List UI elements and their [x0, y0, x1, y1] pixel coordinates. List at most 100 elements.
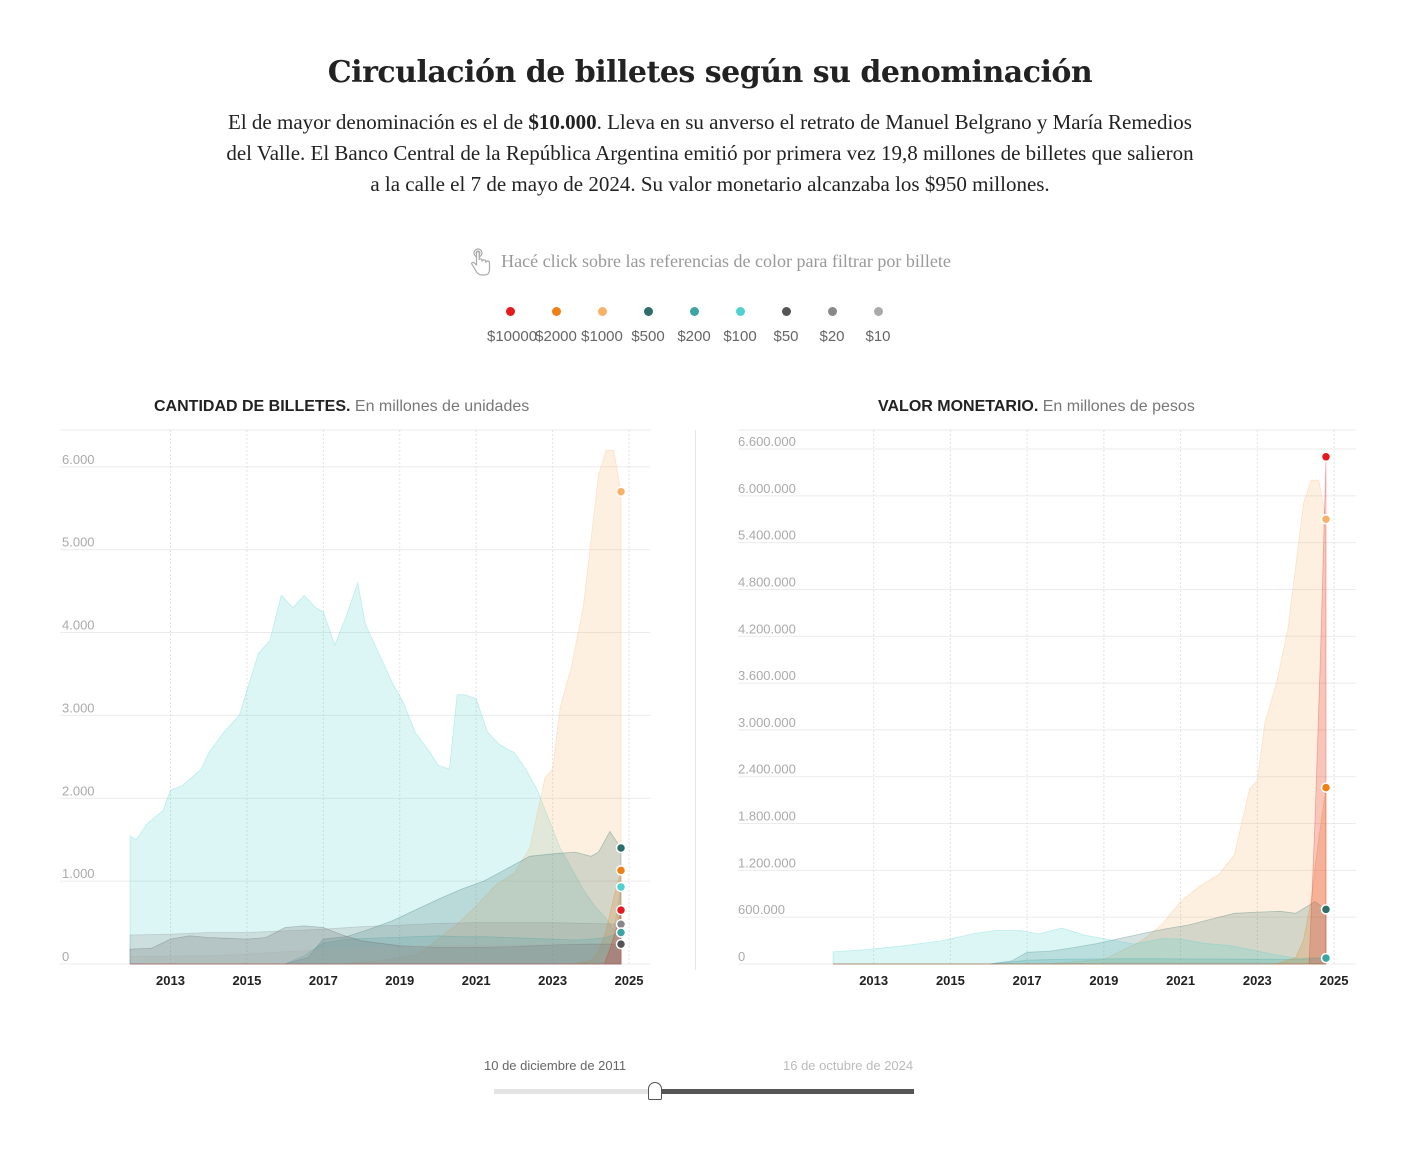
area-series-50[interactable]	[129, 925, 622, 965]
end-marker-100[interactable]	[615, 881, 627, 893]
x-tick-label: 2013	[859, 973, 888, 988]
x-tick-label: 2019	[385, 973, 414, 988]
intro-text-bold: $10.000	[528, 110, 597, 134]
chart-title-valor: VALOR MONETARIO. En millones de pesos	[878, 398, 1195, 416]
y-tick-label: 4.000	[62, 618, 95, 633]
end-marker-10000[interactable]	[615, 904, 627, 916]
legend-item-200[interactable]: $200	[671, 303, 717, 345]
y-tick-label: 3.600.000	[738, 668, 796, 683]
chart-title-valor-bold: VALOR MONETARIO.	[878, 398, 1039, 415]
hand-pointer-icon	[471, 248, 491, 276]
y-tick-label: 1.200.000	[738, 855, 796, 870]
legend-swatch[interactable]	[505, 307, 515, 316]
slider-end-label: 16 de octubre de 2024	[783, 1058, 914, 1073]
area-series-10000[interactable]	[130, 910, 622, 965]
end-marker-500[interactable]	[615, 842, 627, 854]
chart-title-cantidad-rest: En millones de unidades	[350, 398, 530, 415]
end-marker-10000[interactable]	[1320, 451, 1332, 463]
end-marker-200[interactable]	[615, 927, 627, 938]
intro-paragraph: El de mayor denominación es el de $10.00…	[220, 107, 1200, 200]
x-tick-label: 2023	[1243, 973, 1272, 988]
area-series-500[interactable]	[130, 830, 622, 965]
legend-swatch[interactable]	[643, 307, 653, 316]
chart-title-valor-rest: En millones de pesos	[1038, 398, 1195, 415]
area-series-10[interactable]	[129, 944, 622, 965]
x-tick-label: 2019	[1089, 973, 1118, 988]
area-series-200[interactable]	[130, 931, 622, 965]
y-tick-label: 1.800.000	[738, 809, 796, 824]
slider-range-fill[interactable]	[656, 1089, 914, 1094]
page-title: Circulación de billetes según su denomin…	[327, 55, 1093, 90]
y-tick-label: 6.000	[62, 452, 95, 467]
legend-item-50[interactable]: $50	[763, 303, 809, 345]
area-series-1000[interactable]	[833, 479, 1327, 965]
y-tick-label: 2.000	[62, 783, 95, 798]
hint-text: Hacé click sobre las referencias de colo…	[501, 251, 951, 272]
end-marker-2000[interactable]	[615, 865, 627, 876]
area-series-100[interactable]	[832, 927, 1327, 965]
x-tick-label: 2023	[538, 973, 567, 988]
legend-item-500[interactable]: $500	[625, 303, 671, 345]
legend-item-20[interactable]: $20	[809, 303, 855, 345]
filter-hint: Hacé click sobre las referencias de colo…	[0, 248, 1420, 278]
chart-cantidad-billetes: 0 1.000 2.000 3.000 4.000 5.000 6.000 2013 2015 2…	[60, 429, 650, 988]
legend-label[interactable]: $10000	[487, 328, 538, 345]
legend-label[interactable]: $10	[865, 328, 891, 345]
legend-swatch[interactable]	[551, 307, 561, 316]
legend-swatch[interactable]	[689, 307, 699, 316]
end-marker-500[interactable]	[1320, 904, 1332, 915]
area-series-100[interactable]	[129, 581, 622, 965]
legend-label[interactable]: $2000	[535, 328, 577, 345]
legend-label[interactable]: $500	[631, 328, 665, 345]
legend-label[interactable]: $20	[819, 328, 845, 345]
legend-item-1000[interactable]: $1000	[579, 303, 625, 345]
y-tick-label: 3.000.000	[738, 715, 796, 730]
legend-item-100[interactable]: $100	[717, 303, 763, 345]
x-tick-label: 2025	[615, 973, 644, 988]
legend-swatch[interactable]	[735, 307, 745, 316]
end-marker-2000[interactable]	[1320, 782, 1332, 793]
x-tick-label: 2015	[936, 973, 965, 988]
area-series-20[interactable]	[129, 922, 622, 965]
y-tick-label: 4.800.000	[738, 574, 796, 589]
legend-label[interactable]: $100	[723, 328, 757, 345]
legend-label[interactable]: $200	[677, 328, 711, 345]
chart-title-cantidad: CANTIDAD DE BILLETES. En millones de uni…	[154, 398, 529, 416]
y-tick-label: 2.400.000	[738, 762, 796, 777]
legend-swatch[interactable]	[781, 307, 791, 316]
y-tick-label: 6.600.000	[738, 434, 796, 449]
y-tick-label: 5.000	[62, 535, 95, 550]
x-tick-label: 2017	[1013, 973, 1042, 988]
end-marker-200[interactable]	[1320, 952, 1332, 964]
legend-label[interactable]: $1000	[581, 328, 623, 345]
area-series-500[interactable]	[833, 901, 1327, 965]
slider-start-label: 10 de diciembre de 2011	[484, 1058, 627, 1073]
x-tick-label: 2021	[1166, 973, 1195, 988]
legend-item-10000[interactable]: $10000	[487, 303, 538, 345]
legend-label[interactable]: $50	[773, 328, 799, 345]
legend-item-10[interactable]: $10	[855, 303, 901, 345]
y-tick-label: 0	[738, 949, 745, 964]
y-tick-label: 600.000	[738, 902, 785, 917]
chart-valor-monetario: 0 600.000 1.200.000 1.800.000 2.400.000 3.000…	[738, 429, 1356, 988]
end-marker-50[interactable]	[615, 938, 627, 950]
area-series-1000[interactable]	[130, 449, 622, 965]
x-tick-label: 2025	[1320, 973, 1349, 988]
y-tick-label: 1.000	[62, 866, 95, 881]
end-marker-1000[interactable]	[1320, 513, 1332, 525]
legend-swatch[interactable]	[827, 307, 837, 316]
end-marker-1000[interactable]	[615, 486, 627, 497]
y-tick-label: 6.000.000	[738, 481, 796, 496]
area-series-10000[interactable]	[833, 456, 1327, 965]
chart-divider	[695, 430, 696, 970]
intro-text-pre: El de mayor denominación es el de	[228, 110, 529, 134]
y-tick-label: 4.200.000	[738, 621, 796, 636]
legend-swatch[interactable]	[873, 307, 883, 316]
legend-swatch[interactable]	[597, 307, 607, 316]
chart-title-cantidad-bold: CANTIDAD DE BILLETES.	[154, 398, 351, 415]
x-tick-label: 2017	[309, 973, 338, 988]
slider-handle[interactable]	[648, 1082, 662, 1100]
x-tick-label: 2021	[462, 973, 491, 988]
x-tick-label: 2013	[156, 973, 185, 988]
legend-item-2000[interactable]: $2000	[533, 303, 579, 345]
